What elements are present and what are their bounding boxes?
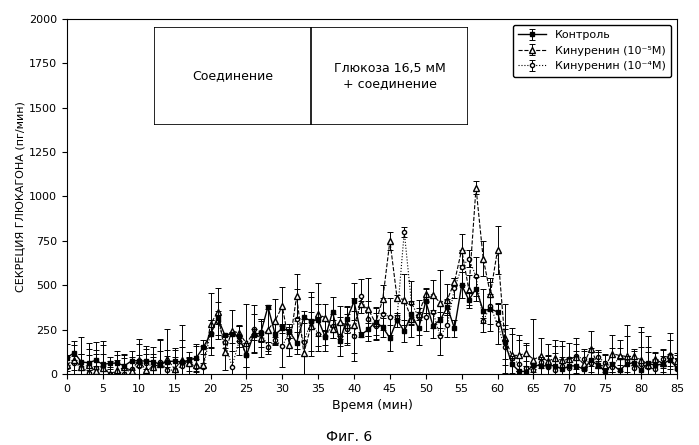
Text: Фиг. 6: Фиг. 6 xyxy=(326,429,373,444)
Text: Глюкоза 16,5 мМ
+ соединение: Глюкоза 16,5 мМ + соединение xyxy=(334,62,445,89)
X-axis label: Время (мин): Время (мин) xyxy=(331,399,412,412)
Y-axis label: СЕКРЕЦИЯ ГЛЮКАГОНА (пг/мин): СЕКРЕЦИЯ ГЛЮКАГОНА (пг/мин) xyxy=(15,101,25,292)
Legend: Контроль, Кинуренин (10⁻⁵М), Кинуренин (10⁻⁴М): Контроль, Кинуренин (10⁻⁵М), Кинуренин (… xyxy=(513,24,671,77)
Text: Соединение: Соединение xyxy=(192,69,273,82)
